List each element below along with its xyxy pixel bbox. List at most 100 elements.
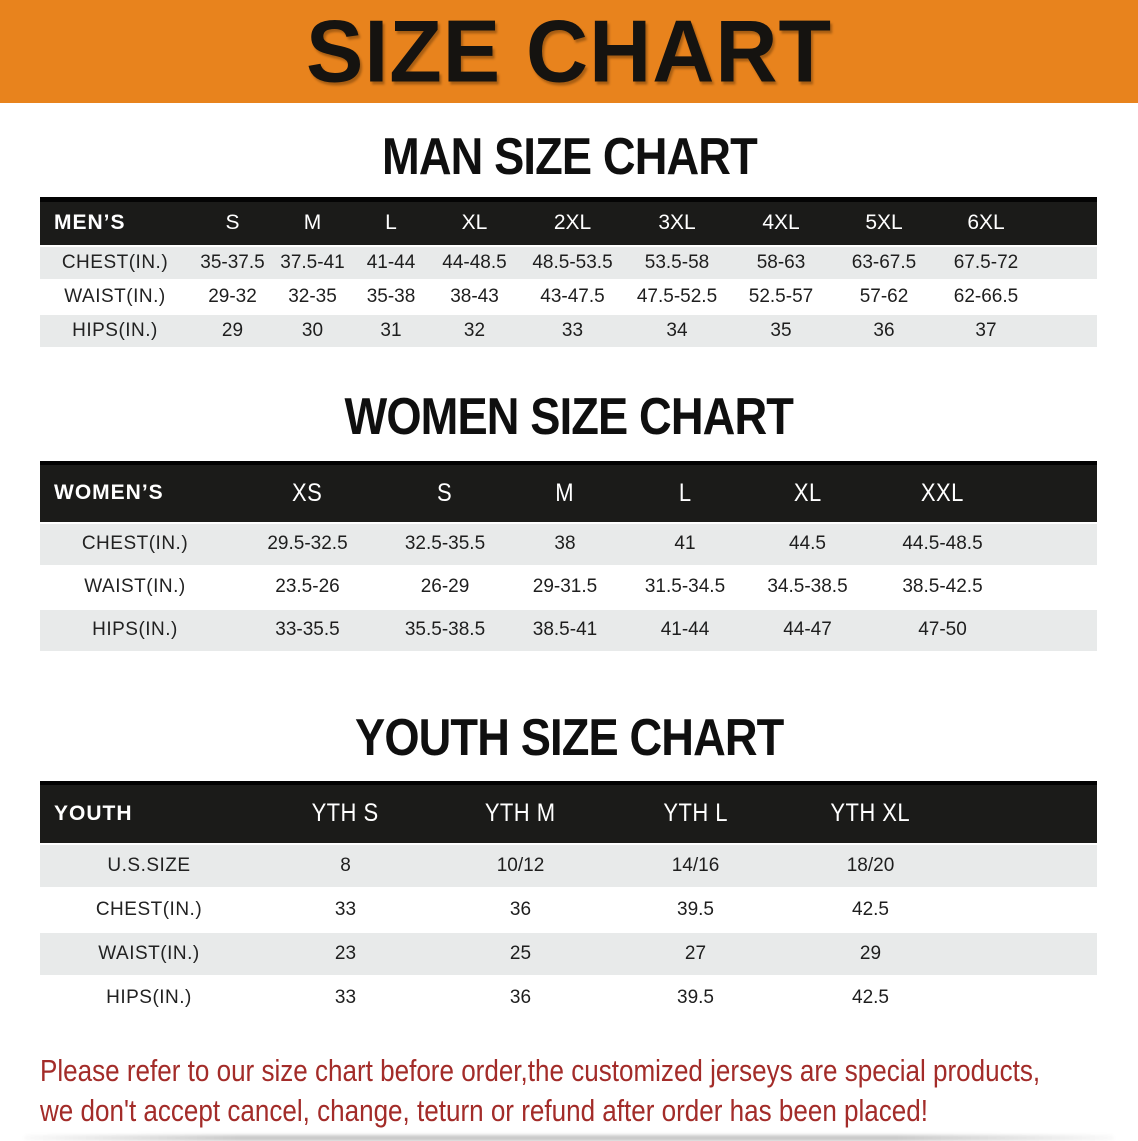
row-label: HIPS(IN.)	[40, 975, 258, 1021]
youth-table-title: YOUTH	[40, 780, 258, 845]
size-value-cell: 44.5	[745, 522, 870, 567]
size-value-cell: 33-35.5	[230, 608, 385, 653]
spacer-cell	[1015, 608, 1097, 653]
women-table-title: WOMEN’S	[40, 460, 230, 524]
size-value-cell: 62-66.5	[932, 279, 1040, 315]
women-size-header-text: XS	[292, 478, 323, 507]
size-value-cell: 57-62	[836, 279, 932, 315]
size-value-cell: 23	[258, 931, 433, 977]
size-value-cell: 38.5-41	[505, 608, 625, 653]
youth-section-heading: YOUTH SIZE CHART	[0, 708, 1138, 768]
men-section-heading: MAN SIZE CHART	[0, 127, 1138, 187]
women-size-header-text: L	[678, 478, 692, 507]
size-value-cell: 14/16	[608, 843, 783, 889]
youth-size-header-text: YTH XL	[830, 799, 911, 827]
size-value-cell: 23.5-26	[230, 565, 385, 610]
spacer-cell	[958, 975, 1097, 1021]
page-title: SIZE CHART	[306, 2, 832, 101]
men-size-header: XL	[432, 197, 517, 247]
youth-section-heading-text: YOUTH SIZE CHART	[354, 708, 784, 767]
women-size-header-text: XXL	[921, 478, 964, 507]
row-label: WAIST(IN.)	[40, 565, 230, 610]
women-size-header: M	[505, 460, 625, 524]
size-value-cell: 33	[517, 313, 628, 349]
size-value-cell: 25	[433, 931, 608, 977]
size-value-cell: 36	[433, 887, 608, 933]
women-chest-row: CHEST(IN.) 29.5-32.5 32.5-35.5 38 41 44.…	[40, 522, 1097, 567]
youth-size-table: YOUTH YTH S YTH M YTH L YTH XL U.S.SIZE …	[40, 780, 1097, 1021]
women-size-table: WOMEN’S XS S M L XL XXL CHEST(IN.) 29.5-…	[40, 460, 1097, 653]
men-size-header: S	[190, 197, 275, 247]
men-chest-row: CHEST(IN.) 35-37.5 37.5-41 41-44 44-48.5…	[40, 245, 1097, 281]
women-waist-row: WAIST(IN.) 23.5-26 26-29 29-31.5 31.5-34…	[40, 565, 1097, 610]
youth-chest-row: CHEST(IN.) 33 36 39.5 42.5	[40, 887, 1097, 933]
women-size-header: S	[385, 460, 505, 524]
size-value-cell: 29	[783, 931, 958, 977]
size-value-cell: 35	[726, 313, 836, 349]
spacer-cell	[1040, 245, 1097, 281]
youth-size-header: YTH L	[608, 780, 783, 845]
men-hips-row: HIPS(IN.) 29 30 31 32 33 34 35 36 37	[40, 313, 1097, 349]
size-value-cell: 41	[625, 522, 745, 567]
men-size-table: MEN’S S M L XL 2XL 3XL 4XL 5XL 6XL CHEST…	[40, 197, 1097, 349]
youth-ussize-row: U.S.SIZE 8 10/12 14/16 18/20	[40, 843, 1097, 889]
youth-table-header-row: YOUTH YTH S YTH M YTH L YTH XL	[40, 780, 1097, 845]
disclaimer-line-1: Please refer to our size chart before or…	[40, 1052, 1041, 1088]
women-size-header: XXL	[870, 460, 1015, 524]
disclaimer-text: Please refer to our size chart before or…	[40, 1051, 1138, 1131]
size-value-cell: 42.5	[783, 975, 958, 1021]
women-section-heading-text: WOMEN SIZE CHART	[344, 387, 794, 446]
youth-size-header: YTH XL	[783, 780, 958, 845]
size-value-cell: 35-37.5	[190, 245, 275, 281]
spacer-cell	[958, 887, 1097, 933]
row-label: HIPS(IN.)	[40, 608, 230, 653]
size-value-cell: 44-48.5	[432, 245, 517, 281]
size-value-cell: 31.5-34.5	[625, 565, 745, 610]
size-value-cell: 67.5-72	[932, 245, 1040, 281]
men-size-header: 6XL	[932, 197, 1040, 247]
size-value-cell: 44.5-48.5	[870, 522, 1015, 567]
row-label: HIPS(IN.)	[40, 313, 190, 349]
size-value-cell: 8	[258, 843, 433, 889]
bottom-edge-shadow	[24, 1134, 1114, 1141]
size-value-cell: 29-32	[190, 279, 275, 315]
row-label: WAIST(IN.)	[40, 279, 190, 315]
size-value-cell: 39.5	[608, 975, 783, 1021]
spacer-cell	[1040, 313, 1097, 349]
size-value-cell: 53.5-58	[628, 245, 726, 281]
men-table-header-row: MEN’S S M L XL 2XL 3XL 4XL 5XL 6XL	[40, 197, 1097, 247]
size-value-cell: 38.5-42.5	[870, 565, 1015, 610]
women-table-header-row: WOMEN’S XS S M L XL XXL	[40, 460, 1097, 524]
women-size-header-text: XL	[793, 478, 822, 507]
spacer-cell	[958, 931, 1097, 977]
youth-hips-row: HIPS(IN.) 33 36 39.5 42.5	[40, 975, 1097, 1021]
spacer-cell	[1015, 565, 1097, 610]
size-value-cell: 37.5-41	[275, 245, 350, 281]
youth-size-header-text: YTH L	[663, 799, 728, 827]
men-waist-row: WAIST(IN.) 29-32 32-35 35-38 38-43 43-47…	[40, 279, 1097, 315]
size-value-cell: 29	[190, 313, 275, 349]
size-value-cell: 36	[836, 313, 932, 349]
size-value-cell: 26-29	[385, 565, 505, 610]
size-value-cell: 32-35	[275, 279, 350, 315]
row-label: CHEST(IN.)	[40, 245, 190, 281]
size-value-cell: 29-31.5	[505, 565, 625, 610]
youth-size-header-text: YTH S	[312, 799, 379, 827]
spacer-cell	[1015, 522, 1097, 567]
size-value-cell: 63-67.5	[836, 245, 932, 281]
women-size-header-text: S	[437, 478, 453, 507]
size-value-cell: 47.5-52.5	[628, 279, 726, 315]
youth-waist-row: WAIST(IN.) 23 25 27 29	[40, 931, 1097, 977]
size-value-cell: 35.5-38.5	[385, 608, 505, 653]
men-table-title: MEN’S	[40, 197, 190, 247]
women-hips-row: HIPS(IN.) 33-35.5 35.5-38.5 38.5-41 41-4…	[40, 608, 1097, 653]
size-value-cell: 29.5-32.5	[230, 522, 385, 567]
size-chart-banner: SIZE CHART	[0, 0, 1138, 103]
men-section-heading-text: MAN SIZE CHART	[381, 128, 758, 186]
size-value-cell: 27	[608, 931, 783, 977]
size-value-cell: 34.5-38.5	[745, 565, 870, 610]
size-value-cell: 38	[505, 522, 625, 567]
size-value-cell: 10/12	[433, 843, 608, 889]
size-value-cell: 43-47.5	[517, 279, 628, 315]
size-value-cell: 18/20	[783, 843, 958, 889]
